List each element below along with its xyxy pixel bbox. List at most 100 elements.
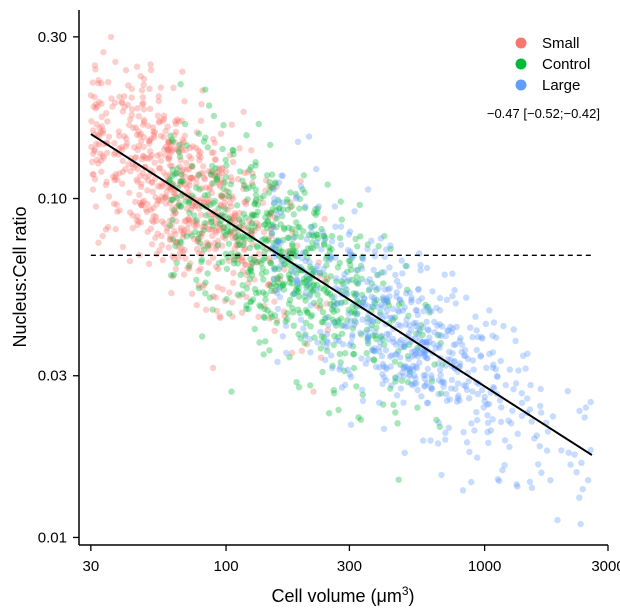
scatter-point-small: [297, 178, 304, 185]
scatter-point-large: [403, 316, 410, 323]
scatter-point-control: [334, 300, 341, 307]
scatter-point-large: [347, 373, 355, 381]
scatter-point-small: [276, 276, 284, 283]
scatter-point-small: [193, 175, 200, 182]
scatter-point-control: [354, 266, 361, 274]
scatter-point-large: [426, 306, 433, 313]
scatter-point-small: [134, 105, 141, 112]
scatter-point-large: [323, 330, 331, 338]
scatter-point-large: [423, 339, 430, 346]
scatter-point-control: [279, 281, 287, 289]
scatter-point-control: [318, 225, 325, 233]
scatter-point-control: [291, 290, 298, 297]
scatter-point-small: [166, 217, 174, 224]
scatter-point-small: [136, 199, 144, 206]
scatter-point-control: [198, 258, 205, 265]
scatter-point-small: [228, 177, 235, 184]
scatter-point-small: [169, 273, 176, 280]
scatter-point-large: [364, 245, 371, 253]
scatter-point-control: [324, 289, 332, 296]
scatter-point-control: [316, 297, 324, 304]
scatter-point-control: [311, 222, 318, 229]
scatter-point-large: [376, 344, 383, 351]
scatter-point-control: [404, 286, 411, 293]
scatter-point-control: [282, 318, 289, 325]
scatter-point-small: [176, 199, 183, 207]
scatter-point-small: [216, 181, 223, 188]
scatter-point-control: [302, 306, 310, 314]
scatter-point-large: [439, 323, 446, 330]
scatter-point-large: [490, 319, 498, 326]
scatter-point-control: [297, 233, 304, 240]
scatter-point-large: [498, 404, 505, 411]
scatter-point-large: [396, 372, 403, 379]
scatter-point-small: [132, 198, 139, 206]
scatter-point-control: [404, 378, 412, 386]
scatter-point-control: [385, 302, 392, 309]
scatter-point-small: [122, 165, 129, 173]
scatter-point-small: [231, 245, 238, 253]
scatter-point-control: [245, 269, 252, 276]
scatter-point-small: [92, 105, 100, 112]
scatter-point-large: [485, 400, 493, 408]
scatter-point-control: [304, 282, 311, 289]
scatter-point-control: [234, 291, 241, 298]
scatter-point-large: [435, 391, 442, 398]
scatter-point-small: [316, 305, 323, 312]
scatter-point-small: [287, 199, 294, 206]
scatter-point-small: [229, 313, 236, 320]
scatter-point-small: [188, 174, 195, 181]
scatter-point-large: [507, 420, 515, 427]
scatter-point-small: [193, 220, 201, 227]
scatter-point-control: [319, 309, 327, 316]
scatter-point-control: [349, 276, 356, 283]
scatter-point-large: [415, 325, 422, 332]
scatter-point-control: [301, 340, 308, 347]
scatter-point-small: [172, 118, 179, 125]
scatter-point-large: [397, 322, 404, 329]
scatter-point-control: [320, 233, 328, 240]
scatter-point-large: [353, 311, 361, 318]
scatter-point-large: [395, 308, 403, 315]
scatter-point-large: [307, 302, 314, 309]
scatter-point-small: [133, 131, 141, 138]
scatter-point-large: [428, 308, 435, 315]
scatter-point-small: [321, 276, 329, 284]
scatter-point-control: [211, 197, 219, 205]
scatter-point-small: [271, 327, 278, 334]
scatter-point-small: [171, 190, 179, 197]
scatter-point-large: [388, 314, 396, 322]
scatter-point-large: [469, 388, 476, 395]
scatter-point-small: [99, 129, 107, 137]
scatter-point-small: [111, 176, 118, 184]
scatter-point-large: [436, 307, 444, 314]
x-axis-title: Cell volume (μm3): [271, 584, 414, 606]
scatter-point-small: [204, 198, 211, 205]
scatter-point-control: [248, 213, 255, 220]
scatter-point-small: [113, 201, 120, 208]
scatter-point-small: [138, 87, 146, 94]
scatter-point-small: [145, 137, 153, 145]
scatter-point-small: [132, 124, 140, 131]
scatter-point-large: [587, 398, 594, 406]
scatter-point-small: [90, 171, 97, 178]
scatter-point-control: [372, 332, 379, 339]
scatter-point-large: [341, 284, 348, 291]
scatter-point-small: [166, 200, 174, 207]
scatter-point-control: [305, 231, 313, 238]
scatter-point-large: [543, 447, 551, 454]
scatter-point-large: [292, 195, 300, 202]
scatter-point-control: [404, 352, 412, 360]
scatter-point-large: [564, 387, 571, 395]
scatter-point-large: [452, 300, 459, 307]
scatter-point-large: [282, 322, 290, 329]
scatter-point-control: [263, 268, 270, 276]
scatter-point-small: [140, 75, 148, 83]
scatter-point-large: [396, 296, 403, 303]
scatter-point-control: [280, 206, 287, 213]
scatter-point-control: [229, 146, 236, 154]
scatter-point-small: [149, 124, 157, 131]
scatter-point-control: [241, 236, 248, 243]
scatter-point-control: [380, 401, 387, 408]
